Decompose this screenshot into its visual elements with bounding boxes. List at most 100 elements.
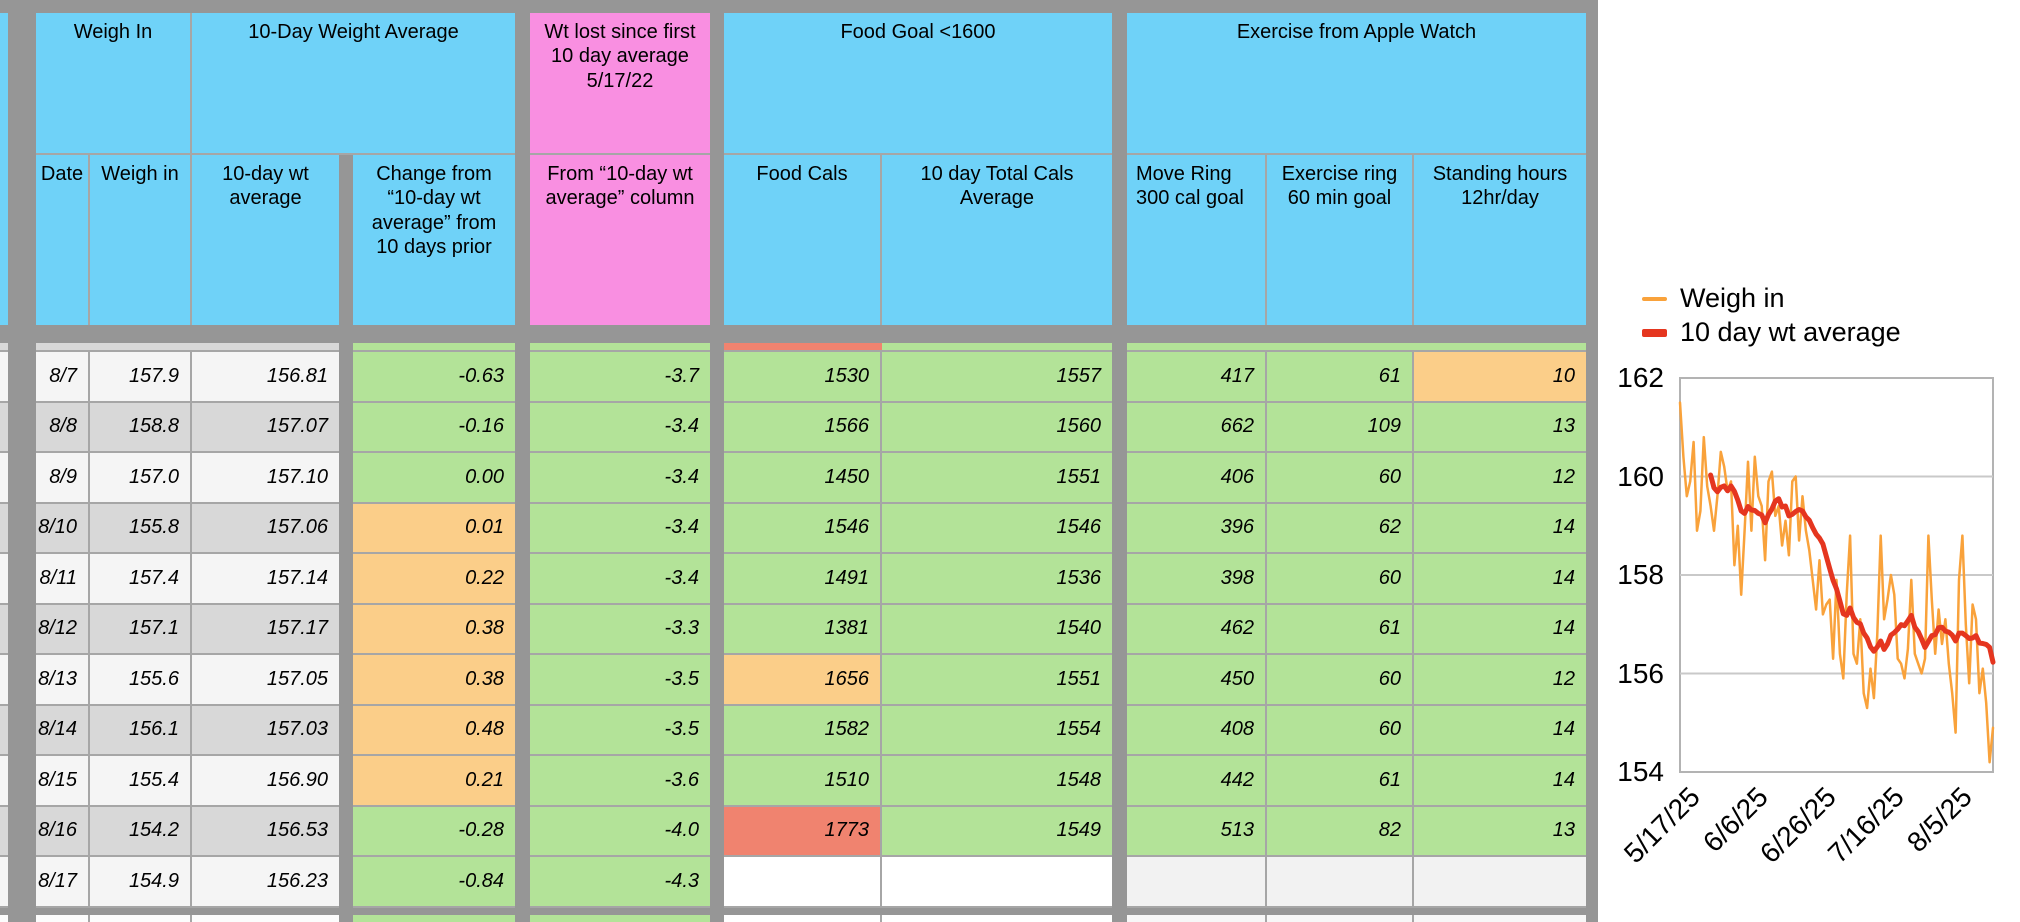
- cell-change[interactable]: -0.84: [353, 857, 515, 908]
- cell-total[interactable]: 1551: [882, 453, 1112, 504]
- cell-ex[interactable]: [1267, 857, 1414, 908]
- cell-avg[interactable]: 157.05: [192, 655, 339, 706]
- column-header-10-day-avg[interactable]: 10-day wt average: [192, 155, 339, 325]
- cell-total[interactable]: 1554: [882, 705, 1112, 756]
- cell-date[interactable]: 8/15: [36, 756, 90, 807]
- cell-lost[interactable]: -3.4: [530, 554, 710, 605]
- cell-weigh[interactable]: 155.8: [90, 503, 192, 554]
- cell-standing[interactable]: 13: [1414, 806, 1586, 857]
- cell-move[interactable]: 450: [1127, 655, 1267, 706]
- cell-move[interactable]: 462: [1127, 604, 1267, 655]
- cell-avg[interactable]: 156.53: [192, 806, 339, 857]
- cell-ex[interactable]: 60: [1267, 655, 1414, 706]
- cell-avg[interactable]: 157.06: [192, 503, 339, 554]
- cell-standing[interactable]: 14: [1414, 503, 1586, 554]
- cell-avg[interactable]: 157.10: [192, 453, 339, 504]
- cell-total[interactable]: 1548: [882, 756, 1112, 807]
- cell-lost[interactable]: -4.3: [530, 857, 710, 908]
- cell-total[interactable]: 1549: [882, 806, 1112, 857]
- cell-date[interactable]: 8/12: [36, 604, 90, 655]
- column-header-food-cals[interactable]: Food Cals: [724, 155, 882, 325]
- cell-standing[interactable]: 14: [1414, 756, 1586, 807]
- cell-date[interactable]: 8/9: [36, 453, 90, 504]
- cell-lost[interactable]: -3.4: [530, 503, 710, 554]
- cell-food[interactable]: 1773: [724, 806, 882, 857]
- cell-standing[interactable]: [1414, 857, 1586, 908]
- cell-ex[interactable]: 60: [1267, 554, 1414, 605]
- cell-total[interactable]: 1540: [882, 604, 1112, 655]
- group-header-weigh-in[interactable]: Weigh In: [36, 13, 192, 155]
- cell-avg[interactable]: 156.81: [192, 352, 339, 403]
- cell-total[interactable]: 1557: [882, 352, 1112, 403]
- cell-ex[interactable]: 62: [1267, 503, 1414, 554]
- cell-food[interactable]: 1510: [724, 756, 882, 807]
- cell-weigh[interactable]: 157.1: [90, 604, 192, 655]
- group-header-10-day-weight-average[interactable]: 10-Day Weight Average: [192, 13, 515, 155]
- cell-food[interactable]: 1491: [724, 554, 882, 605]
- cell-change[interactable]: -0.16: [353, 402, 515, 453]
- cell-move[interactable]: 442: [1127, 756, 1267, 807]
- cell-date[interactable]: 8/14: [36, 705, 90, 756]
- cell-change[interactable]: 0.22: [353, 554, 515, 605]
- group-header-food-goal[interactable]: Food Goal <1600: [724, 13, 1112, 155]
- column-header-move-ring[interactable]: Move Ring 300 cal goal: [1127, 155, 1267, 325]
- cell-food[interactable]: 1530: [724, 352, 882, 403]
- cell-change[interactable]: 0.48: [353, 705, 515, 756]
- column-header-exercise-ring[interactable]: Exercise ring 60 min goal: [1267, 155, 1414, 325]
- cell-standing[interactable]: 12: [1414, 453, 1586, 504]
- cell-lost[interactable]: -3.7: [530, 352, 710, 403]
- cell-weigh[interactable]: 157.9: [90, 352, 192, 403]
- cell-standing[interactable]: 14: [1414, 554, 1586, 605]
- cell-food[interactable]: 1381: [724, 604, 882, 655]
- cell-move[interactable]: 513: [1127, 806, 1267, 857]
- cell-lost[interactable]: -3.3: [530, 604, 710, 655]
- cell-weigh[interactable]: 154.2: [90, 806, 192, 857]
- cell-change[interactable]: 0.00: [353, 453, 515, 504]
- cell-move[interactable]: [1127, 857, 1267, 908]
- cell-change[interactable]: 0.38: [353, 604, 515, 655]
- cell-food[interactable]: 1546: [724, 503, 882, 554]
- cell-ex[interactable]: 82: [1267, 806, 1414, 857]
- cell-ex[interactable]: 60: [1267, 453, 1414, 504]
- cell-avg[interactable]: 157.07: [192, 402, 339, 453]
- cell-lost[interactable]: -3.6: [530, 756, 710, 807]
- cell-lost[interactable]: -3.4: [530, 453, 710, 504]
- weight-chart[interactable]: Weigh in 10 day wt average 162 160 158 156 1…: [1600, 267, 2020, 922]
- cell-change[interactable]: 0.38: [353, 655, 515, 706]
- column-header-date[interactable]: Date: [36, 155, 90, 325]
- cell-weigh[interactable]: 155.6: [90, 655, 192, 706]
- cell-move[interactable]: 417: [1127, 352, 1267, 403]
- cell-avg[interactable]: 156.90: [192, 756, 339, 807]
- cell-date[interactable]: 8/10: [36, 503, 90, 554]
- cell-total[interactable]: 1546: [882, 503, 1112, 554]
- cell-avg[interactable]: 156.23: [192, 857, 339, 908]
- cell-lost[interactable]: -3.4: [530, 402, 710, 453]
- cell-lost[interactable]: -4.0: [530, 806, 710, 857]
- cell-ex[interactable]: 61: [1267, 604, 1414, 655]
- column-header-from-avg-column[interactable]: From “10-day wt average” column: [530, 155, 710, 325]
- column-header-change[interactable]: Change from “10-day wt average” from 10 …: [353, 155, 515, 325]
- cell-standing[interactable]: 13: [1414, 402, 1586, 453]
- cell-food[interactable]: 1566: [724, 402, 882, 453]
- group-header-exercise[interactable]: Exercise from Apple Watch: [1127, 13, 1586, 155]
- cell-weigh[interactable]: 157.0: [90, 453, 192, 504]
- cell-ex[interactable]: 61: [1267, 352, 1414, 403]
- cell-weigh[interactable]: 158.8: [90, 402, 192, 453]
- cell-standing[interactable]: 14: [1414, 604, 1586, 655]
- cell-move[interactable]: 662: [1127, 402, 1267, 453]
- cell-date[interactable]: 8/8: [36, 402, 90, 453]
- cell-lost[interactable]: -3.5: [530, 705, 710, 756]
- cell-move[interactable]: 398: [1127, 554, 1267, 605]
- cell-change[interactable]: -0.28: [353, 806, 515, 857]
- cell-ex[interactable]: 109: [1267, 402, 1414, 453]
- cell-standing[interactable]: 12: [1414, 655, 1586, 706]
- column-header-weigh-in[interactable]: Weigh in: [90, 155, 192, 325]
- column-header-10-day-total-cals[interactable]: 10 day Total Cals Average: [882, 155, 1112, 325]
- cell-weigh[interactable]: 154.9: [90, 857, 192, 908]
- cell-food[interactable]: 1656: [724, 655, 882, 706]
- cell-food[interactable]: 1450: [724, 453, 882, 504]
- cell-avg[interactable]: 157.14: [192, 554, 339, 605]
- cell-date[interactable]: 8/13: [36, 655, 90, 706]
- cell-move[interactable]: 406: [1127, 453, 1267, 504]
- cell-weigh[interactable]: 155.4: [90, 756, 192, 807]
